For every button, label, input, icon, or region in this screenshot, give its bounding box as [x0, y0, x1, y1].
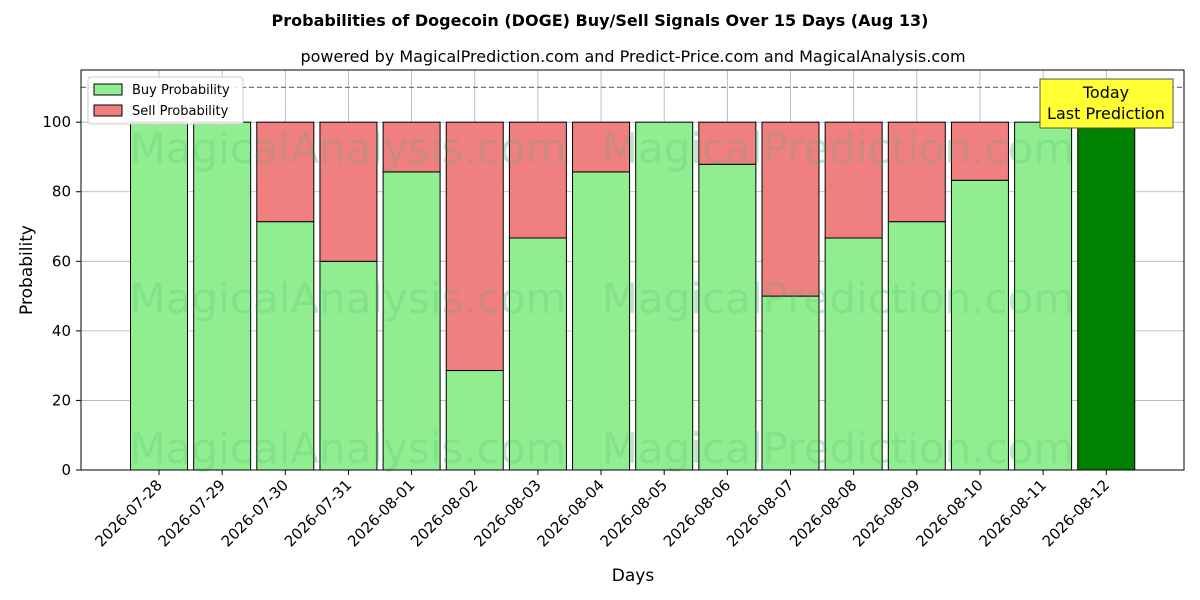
x-tick-label: 2026-08-09	[849, 476, 923, 550]
x-tick-label: 2026-08-10	[912, 476, 986, 550]
x-tick-label: 2026-08-11	[976, 476, 1050, 550]
bar-buy	[761, 295, 820, 471]
x-tick-label: 2026-08-03	[470, 476, 544, 550]
chart-subtitle: powered by MagicalPrediction.com and Pre…	[300, 47, 965, 66]
bar-buy	[1014, 121, 1073, 471]
bar-buy	[130, 121, 188, 471]
x-tick-label: 2026-08-04	[533, 476, 607, 550]
x-tick-label: 2026-07-28	[91, 476, 165, 550]
y-axis-label: Probability	[17, 225, 37, 315]
plot-frame	[80, 69, 1185, 471]
y-tick-label: 80	[52, 183, 71, 201]
legend: Buy Probability Sell Probability	[87, 76, 244, 125]
x-tick-label: 2026-08-12	[1039, 476, 1113, 550]
chart-title: Probabilities of Dogecoin (DOGE) Buy/Sel…	[272, 11, 929, 30]
watermark-text: MagicalPrediction.com	[602, 274, 1075, 323]
bar-sell	[382, 121, 441, 173]
x-tick-label: 2026-08-07	[723, 476, 797, 550]
bar-sell	[256, 121, 315, 223]
bar-buy	[445, 370, 504, 471]
x-tick-label: 2026-08-06	[660, 476, 734, 550]
bar-sell	[824, 121, 883, 239]
x-axis-label: Days	[612, 566, 655, 586]
watermark-overlay: MagicalAnalysis.com MagicalPrediction.com…	[130, 124, 1075, 473]
bar-buy	[193, 121, 252, 471]
x-tick-label: 2026-08-01	[344, 476, 418, 550]
bars: MagicalAnalysis.com MagicalPrediction.com…	[130, 121, 1136, 473]
watermark-text: MagicalAnalysis.com	[130, 274, 567, 323]
bar-buy	[635, 121, 694, 471]
bar-sell	[319, 121, 378, 262]
x-tick-label: 2026-08-08	[786, 476, 860, 550]
x-tick-label: 2026-08-02	[407, 476, 481, 550]
y-tick-label: 40	[52, 322, 71, 340]
y-tick-label: 20	[52, 391, 71, 409]
legend-swatch	[93, 83, 123, 96]
legend-label: Sell Probability	[132, 104, 229, 119]
bar-buy	[824, 237, 883, 471]
today-annotation-box	[1039, 78, 1174, 129]
bar-buy	[319, 260, 378, 471]
watermark-text: MagicalAnalysis.com	[130, 424, 567, 473]
x-tick-label: 2026-08-05	[597, 476, 671, 550]
y-tick-label: 60	[52, 252, 71, 270]
bar-buy	[698, 163, 757, 471]
today-annotation-line2: Last Prediction	[1047, 104, 1165, 123]
bar-buy	[572, 171, 631, 471]
bar-buy	[1077, 121, 1136, 471]
bar-sell	[698, 121, 757, 165]
x-axis: 2026-07-282026-07-292026-07-302026-07-31…	[91, 470, 1113, 550]
bar-sell	[761, 121, 820, 297]
bar-sell	[950, 121, 1009, 181]
bar-sell	[508, 121, 567, 239]
legend-label: Buy Probability	[132, 83, 230, 98]
legend-box	[87, 76, 244, 125]
legend-swatch	[93, 104, 123, 117]
watermark-text: MagicalPrediction.com	[602, 124, 1075, 173]
today-annotation: Today Last Prediction	[1039, 78, 1174, 129]
bar-sell	[445, 121, 504, 372]
x-tick-label: 2026-07-31	[281, 476, 355, 550]
y-tick-label: 0	[61, 461, 71, 479]
y-axis: 0 20 40 60 80 100	[42, 113, 81, 479]
bar-sell	[887, 121, 946, 223]
bar-sell	[572, 121, 631, 173]
watermark-text: MagicalAnalysis.com	[130, 124, 567, 173]
bar-buy	[256, 221, 315, 471]
x-tick-label: 2026-07-30	[218, 476, 292, 550]
today-annotation-line1: Today	[1082, 83, 1129, 102]
watermark-text: MagicalPrediction.com	[602, 424, 1075, 473]
bar-buy	[887, 221, 946, 471]
y-tick-label: 100	[42, 113, 71, 131]
x-tick-label: 2026-07-29	[155, 476, 229, 550]
